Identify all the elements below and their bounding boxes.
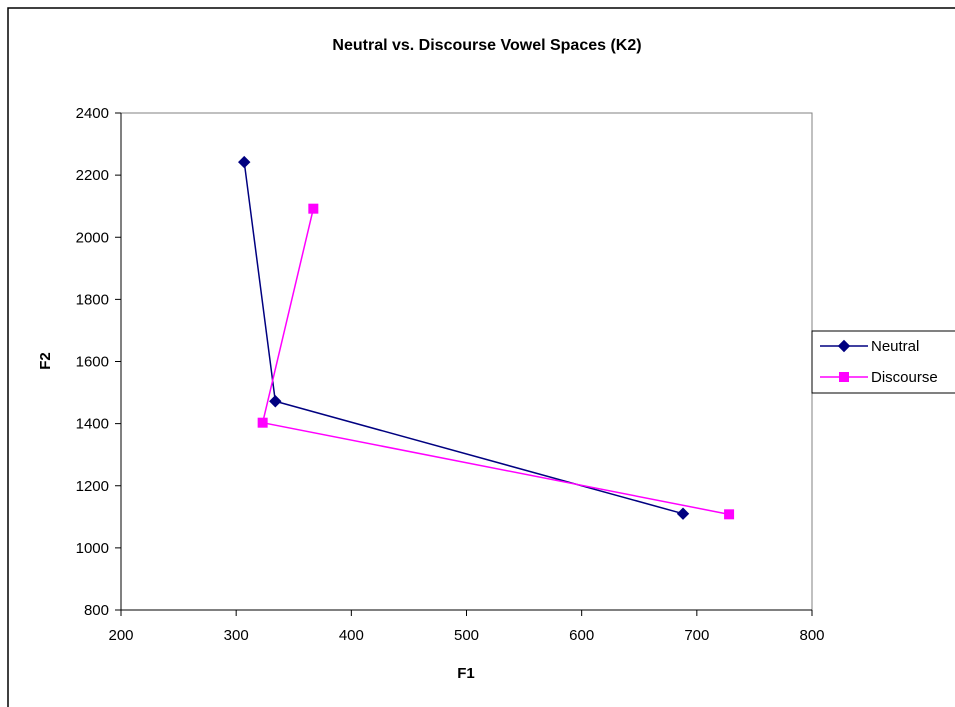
x-tick-label: 700 <box>684 627 709 644</box>
data-point-neutral <box>269 395 282 408</box>
x-tick-label: 500 <box>454 627 479 644</box>
data-point-discourse <box>724 509 735 520</box>
x-tick-label: 800 <box>799 627 824 644</box>
data-point-discourse <box>257 417 268 428</box>
legend-box <box>811 330 955 394</box>
axes: 200 300 400 500 600 700 800 800 1000 1200 1400 1600… <box>76 105 825 644</box>
legend-item-neutral: Neutral <box>820 338 919 355</box>
x-axis-title: F1 <box>457 665 475 682</box>
y-tick-label: 2000 <box>76 229 109 246</box>
legend-item-discourse: Discourse <box>820 369 938 386</box>
y-tick-label: 1600 <box>76 354 109 371</box>
legend-marker <box>839 372 849 382</box>
series-discourse <box>257 203 735 520</box>
y-tick-label: 1200 <box>76 478 109 495</box>
x-tick-label: 400 <box>339 627 364 644</box>
y-axis-title: F2 <box>37 352 54 370</box>
y-tick-label: 800 <box>84 602 109 619</box>
x-tick-label: 300 <box>224 627 249 644</box>
y-tick-label: 2400 <box>76 105 109 122</box>
data-point-neutral <box>676 507 690 520</box>
y-tick-label: 1800 <box>76 291 109 308</box>
y-tick-label: 1400 <box>76 416 109 433</box>
data-point-neutral <box>238 155 251 169</box>
y-tick-label: 2200 <box>76 167 109 184</box>
legend: Neutral Discourse <box>811 330 955 394</box>
legend-marker <box>837 339 851 353</box>
chart-title: Neutral vs. Discourse Vowel Spaces (K2) <box>332 37 641 54</box>
data-point-discourse <box>308 203 319 214</box>
plot-area <box>120 112 813 611</box>
x-tick-label: 600 <box>569 627 594 644</box>
y-tick-label: 1000 <box>76 540 109 557</box>
x-tick-label: 200 <box>108 627 133 644</box>
legend-label: Discourse <box>871 369 938 386</box>
series-neutral <box>238 155 690 520</box>
legend-label: Neutral <box>871 338 919 355</box>
series-layer <box>238 155 735 520</box>
